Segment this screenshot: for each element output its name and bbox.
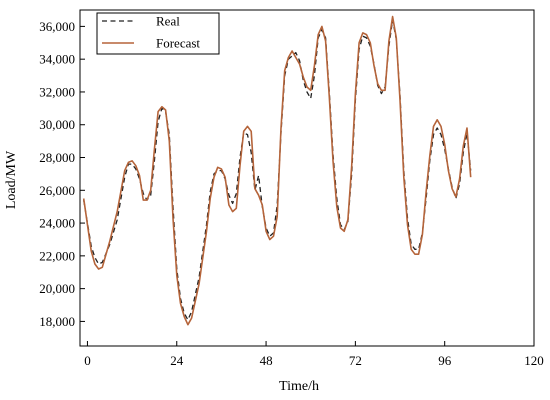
plot-area-border (79, 9, 535, 347)
x-tick-label: 96 (438, 353, 452, 368)
series-line-forecast (82, 15, 472, 326)
x-tick-label: 48 (260, 353, 273, 368)
x-tick-label: 72 (349, 353, 362, 368)
x-tick-label: 24 (170, 353, 184, 368)
legend-box (96, 12, 220, 55)
legend: Real Forecast (96, 12, 220, 55)
y-axis: 18,000 20,000 22,000 24,000 26,000 28,000 30,0… (39, 19, 85, 329)
x-axis: 0 24 48 72 96 120 (84, 341, 544, 368)
y-tick-label: 28,000 (39, 150, 75, 165)
y-tick-label: 24,000 (39, 216, 75, 231)
x-tick-label: 0 (84, 353, 91, 368)
y-tick-label: 34,000 (39, 52, 75, 67)
y-tick-label: 22,000 (39, 248, 75, 263)
y-tick-label: 20,000 (39, 281, 75, 296)
y-axis-title: Load/MW (4, 150, 19, 209)
plot-frame (79, 9, 535, 347)
y-tick-label: 26,000 (39, 183, 75, 198)
x-axis-title: Time/h (279, 379, 319, 394)
y-tick-label: 36,000 (39, 19, 75, 34)
legend-label-real: Real (156, 14, 180, 29)
legend-label-forecast: Forecast (156, 36, 200, 51)
y-tick-label: 18,000 (39, 314, 75, 329)
y-tick-label: 32,000 (39, 84, 75, 99)
y-tick-label: 30,000 (39, 117, 75, 132)
x-tick-label: 120 (524, 353, 544, 368)
series-layer (82, 15, 472, 326)
